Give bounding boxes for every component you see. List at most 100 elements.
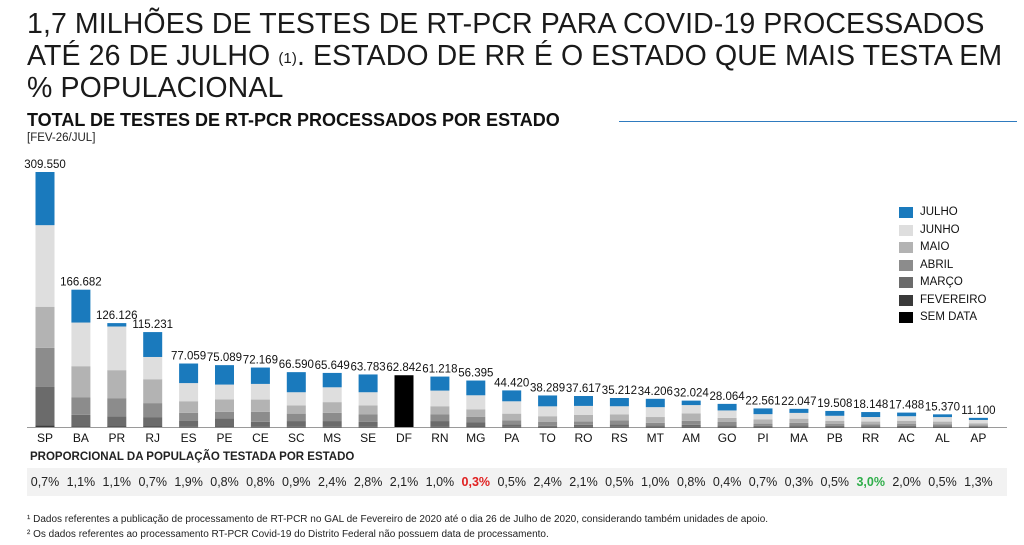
x-tick-label-rr: RR — [862, 431, 880, 445]
bar-ac-maro — [897, 425, 917, 427]
bar-total-label-es: 77.059 — [171, 351, 206, 363]
bar-rs-maio — [609, 414, 629, 421]
bar-mt-junho — [645, 407, 665, 418]
bar-total-label-ba: 166.682 — [60, 277, 102, 289]
proportional-value-ce: 0,8% — [246, 475, 275, 489]
bar-total-label-ms: 65.649 — [315, 360, 350, 372]
bar-rj-abril — [143, 403, 163, 418]
bar-pb-julho — [825, 410, 845, 416]
bar-pe-maio — [215, 399, 234, 412]
bar-pa-maro — [502, 424, 522, 427]
x-tick-label-rj: RJ — [145, 431, 160, 445]
bar-ro-fevereiro — [574, 426, 593, 428]
bar-pa-abril — [502, 420, 522, 425]
bar-sc-junho — [286, 392, 306, 406]
bar-ap-julho — [968, 417, 988, 420]
bar-go-julho — [717, 403, 737, 411]
legend-label: SEM DATA — [920, 311, 978, 323]
bar-pr-maio — [107, 370, 127, 399]
x-tick-label-ms: MS — [323, 431, 341, 445]
bar-ms-maro — [322, 421, 342, 427]
proportional-value-ms: 2,4% — [317, 475, 347, 489]
bar-sc-fevereiro — [286, 426, 306, 428]
bar-sp-maio — [35, 306, 55, 348]
proportional-value-go: 0,4% — [712, 475, 742, 489]
bar-total-label-ma: 22.047 — [781, 396, 816, 408]
bar-am-maro — [681, 424, 701, 427]
proportional-value-rn: 1,0% — [425, 475, 455, 489]
proportional-value-pr: 1,1% — [102, 475, 132, 489]
bar-am-julho — [681, 400, 701, 406]
proportional-value-pe: 0,8% — [210, 475, 239, 489]
x-tick-label-ba: BA — [73, 431, 89, 445]
bar-pb-maio — [825, 420, 845, 425]
proportional-value-rs: 0,5% — [605, 475, 634, 489]
bar-total-label-sc: 66.590 — [279, 359, 314, 371]
x-tick-label-ma: MA — [790, 431, 808, 445]
bar-al-fevereiro — [933, 426, 952, 428]
bar-total-label-se: 63.783 — [351, 361, 386, 373]
bar-pe-maro — [215, 418, 234, 427]
x-tick-label-se: SE — [360, 431, 376, 445]
legend-label: JUNHO — [920, 223, 960, 236]
bar-al-julho — [933, 414, 952, 418]
bar-total-label-mg: 56.395 — [458, 368, 493, 380]
bar-pa-julho — [502, 390, 522, 402]
legend-label: MARÇO — [920, 276, 963, 288]
bar-ac-junho — [897, 416, 917, 421]
bar-es-maro — [179, 420, 199, 427]
bar-se-julho — [358, 374, 378, 393]
bar-rs-abril — [609, 420, 629, 425]
bar-ap-maro — [968, 426, 988, 427]
proportional-value-df: 2,1% — [389, 475, 419, 489]
bar-ac-julho — [897, 412, 917, 417]
bar-ap-maio — [968, 423, 988, 426]
proportional-value-ma: 0,3% — [784, 475, 814, 489]
x-tick-label-pa: PA — [504, 431, 519, 445]
bar-am-junho — [681, 405, 701, 414]
bar-mg-maro — [466, 422, 486, 427]
proportional-value-mt: 1,0% — [641, 475, 670, 489]
bar-es-fevereiro — [179, 426, 199, 428]
bar-ro-abril — [574, 421, 593, 425]
bar-es-junho — [179, 383, 199, 402]
bar-al-maro — [933, 426, 952, 427]
bar-ms-julho — [322, 372, 342, 388]
x-tick-label-es: ES — [181, 431, 197, 445]
bar-pi-maio — [753, 419, 773, 424]
bar-pe-julho — [215, 365, 234, 385]
bar-ro-julho — [574, 396, 593, 406]
bar-ro-maio — [574, 414, 593, 422]
x-tick-label-pb: PB — [827, 431, 843, 445]
bar-sp-abril — [35, 347, 55, 387]
proportional-value-ro: 2,1% — [569, 475, 598, 489]
legend-label: ABRIL — [920, 258, 954, 271]
bar-go-fevereiro — [717, 426, 737, 428]
bar-ac-maio — [897, 420, 917, 425]
bar-mt-maro — [645, 425, 665, 427]
bar-pb-abril — [825, 424, 845, 426]
bar-total-label-pb: 19.508 — [817, 398, 852, 410]
bar-pi-junho — [753, 414, 773, 420]
title-line-2-pre: ATÉ 26 DE JULHO — [27, 40, 279, 72]
x-tick-label-ap: AP — [970, 431, 986, 445]
bar-al-junho — [933, 417, 952, 422]
proportional-value-ac: 2,0% — [892, 475, 921, 489]
bar-pr-maro — [107, 416, 127, 427]
legend-swatch — [899, 224, 913, 236]
bar-rj-junho — [143, 356, 163, 380]
bar-pb-junho — [825, 415, 845, 421]
bar-pb-fevereiro — [825, 426, 845, 428]
bar-df-semdata — [394, 375, 414, 427]
bar-sc-abril — [286, 413, 306, 422]
bar-se-fevereiro — [358, 426, 378, 428]
bar-ms-maio — [322, 402, 342, 413]
proportional-value-to: 2,4% — [533, 475, 562, 489]
bar-go-junho — [717, 410, 737, 418]
bar-pi-abril — [753, 423, 773, 426]
bar-es-julho — [179, 363, 199, 384]
legend-swatch — [899, 294, 913, 306]
proportional-value-pa: 0,5% — [497, 475, 526, 489]
chart-period: [FEV-26/JUL] — [27, 132, 96, 144]
bar-se-maio — [358, 405, 378, 415]
